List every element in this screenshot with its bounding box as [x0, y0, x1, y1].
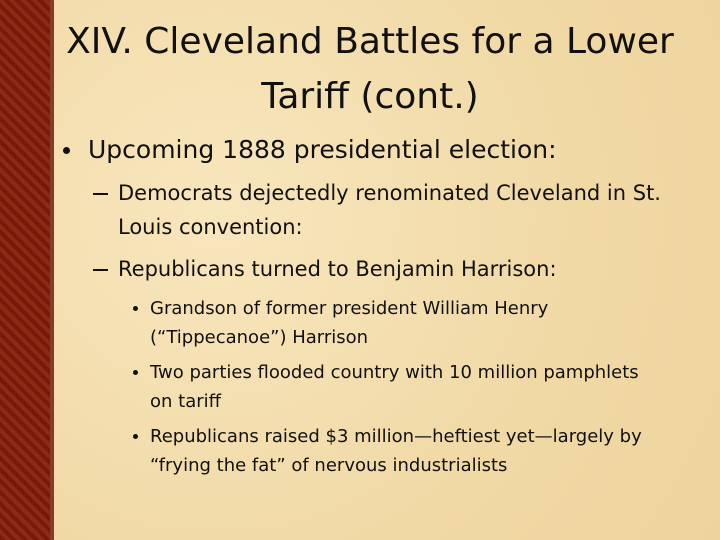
- decorative-border: [0, 0, 50, 540]
- bullet-item: Republicans raised $3 million—heftiest y…: [133, 422, 655, 480]
- bullet-text: Upcoming 1888 presidential election:: [88, 135, 557, 164]
- slide-title: XIV. Cleveland Battles for a Lower Tarif…: [60, 14, 680, 124]
- bullet-marker: [93, 193, 108, 195]
- title-line: XIV. Cleveland Battles for a Lower: [66, 21, 674, 62]
- bullet-text: Grandson of former president William Hen…: [150, 298, 549, 348]
- bullet-item: Republicans turned to Benjamin Harrison:: [93, 252, 678, 286]
- bullet-marker: [133, 370, 138, 375]
- border-line: [50, 0, 54, 540]
- bullet-marker: [133, 434, 138, 439]
- bullet-text: Republicans raised $3 million—heftiest y…: [150, 426, 642, 476]
- bullet-marker: [93, 269, 108, 271]
- bullet-marker: [63, 147, 70, 154]
- bullet-item: Grandson of former president William Hen…: [133, 294, 655, 352]
- bullet-text: Republicans turned to Benjamin Harrison:: [118, 257, 557, 281]
- title-line: Tariff (cont.): [261, 76, 479, 117]
- bullet-item: Upcoming 1888 presidential election:: [63, 134, 698, 166]
- bullet-text: Two parties flooded country with 10 mill…: [150, 362, 639, 412]
- bullet-text: Democrats dejectedly renominated Clevela…: [118, 181, 661, 239]
- bullet-item: Democrats dejectedly renominated Clevela…: [93, 176, 678, 244]
- bullet-marker: [133, 306, 138, 311]
- bullet-item: Two parties flooded country with 10 mill…: [133, 358, 655, 416]
